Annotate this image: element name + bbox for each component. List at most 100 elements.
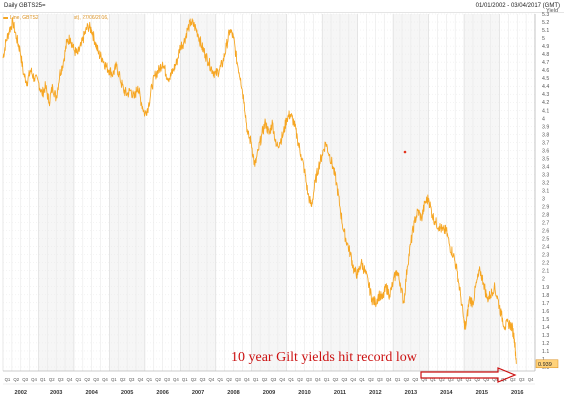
quarter-tick-label: Q4 [67, 377, 73, 382]
quarter-tick-label: Q1 [359, 377, 365, 382]
y-tick-label: 4 [542, 116, 545, 122]
quarter-tick-label: Q4 [457, 377, 463, 382]
quarter-tick-label: Q1 [430, 377, 436, 382]
quarter-tick-label: Q4 [528, 377, 534, 382]
year-tick-label: 2012 [369, 390, 381, 396]
year-tick-label: 2016 [511, 390, 523, 396]
y-tick-label: 2.3 [542, 253, 549, 259]
quarter-tick-label: Q3 [341, 377, 347, 382]
quarter-tick-label: Q1 [217, 377, 223, 382]
quarter-tick-label: Q1 [288, 377, 294, 382]
quarter-tick-label: Q1 [466, 377, 472, 382]
y-tick-label: 2.6 [542, 229, 549, 235]
year-tick-label: 2008 [227, 390, 239, 396]
y-tick-label: 2.2 [542, 261, 549, 267]
quarter-tick-label: Q2 [368, 377, 374, 382]
year-tick-label: 2015 [476, 390, 488, 396]
quarter-tick-label: Q4 [102, 377, 108, 382]
year-tick-label: 2009 [263, 390, 275, 396]
quarter-tick-label: Q1 [395, 377, 401, 382]
quarter-tick-label: Q1 [253, 377, 259, 382]
quarter-tick-label: Q4 [31, 377, 37, 382]
quarter-tick-label: Q2 [226, 377, 232, 382]
y-tick-label: 4.4 [542, 84, 549, 90]
last-value-badge [535, 359, 559, 369]
year-tick-label: 2011 [334, 390, 346, 396]
last-value-label: 0.939 [538, 362, 552, 368]
y-tick-label: 1.5 [542, 317, 549, 323]
quarter-tick-label: Q4 [421, 377, 427, 382]
y-tick-label: 2.8 [542, 213, 549, 219]
date-range: 01/01/2002 - 03/04/2017 (GMT) [475, 3, 560, 9]
y-tick-label: 4.5 [542, 76, 549, 82]
year-tick-label: 2010 [298, 390, 310, 396]
quarter-tick-label: Q3 [483, 377, 489, 382]
y-tick-label: 3.2 [542, 180, 549, 186]
quarter-tick-label: Q2 [474, 377, 480, 382]
quarter-tick-label: Q2 [439, 377, 445, 382]
quarter-tick-label: Q3 [412, 377, 418, 382]
y-tick-label: 4.7 [542, 60, 549, 66]
y-tick-label: 2.7 [542, 221, 549, 227]
y-tick-label: 2.5 [542, 237, 549, 243]
quarter-tick-label: Q2 [510, 377, 516, 382]
y-tick-label: 4.9 [542, 44, 549, 50]
y-tick-label: 3.4 [542, 164, 549, 170]
quarter-tick-label: Q3 [235, 377, 241, 382]
marker-dot [403, 150, 407, 154]
year-tick-label: 2004 [85, 390, 98, 396]
quarter-tick-label: Q3 [58, 377, 64, 382]
y-tick-label: 1.3 [542, 333, 549, 339]
chart-title: Daily GBTS25= [4, 3, 46, 9]
quarter-tick-label: Q4 [350, 377, 356, 382]
quarter-tick-label: Q2 [155, 377, 161, 382]
y-tick-label: 2.9 [542, 205, 549, 211]
quarter-tick-label: Q3 [22, 377, 28, 382]
quarter-tick-label: Q2 [333, 377, 339, 382]
y-tick-label: 2.4 [542, 245, 549, 251]
quarter-tick-label: Q3 [519, 377, 525, 382]
quarter-tick-label: Q4 [492, 377, 498, 382]
quarter-tick-label: Q2 [262, 377, 268, 382]
y-tick-label: 1.6 [542, 309, 549, 315]
quarter-tick-label: Q3 [271, 377, 277, 382]
quarter-tick-label: Q3 [448, 377, 454, 382]
y-tick-label: 1.1 [542, 349, 549, 355]
quarter-tick-label: Q1 [111, 377, 117, 382]
y-tick-label: 5.1 [542, 28, 549, 34]
year-tick-label: 2002 [15, 390, 27, 396]
quarter-tick-label: Q3 [377, 377, 383, 382]
quarter-tick-label: Q3 [200, 377, 206, 382]
chart-header: Daily GBTS25= 01/01/2002 - 03/04/2017 (G… [0, 0, 564, 13]
y-tick-label: 3.9 [542, 124, 549, 130]
y-tick-label: 1.9 [542, 285, 549, 291]
year-tick-label: 2005 [121, 390, 133, 396]
quarter-tick-label: Q2 [191, 377, 197, 382]
y-tick-label: 5.3 [542, 12, 549, 18]
y-tick-label: 3.6 [542, 148, 549, 154]
quarter-tick-label: Q2 [84, 377, 90, 382]
y-tick-label: 4.1 [542, 108, 549, 114]
y-tick-label: 5.2 [542, 20, 549, 26]
y-tick-label: 1.8 [542, 293, 549, 299]
quarter-tick-label: Q3 [306, 377, 312, 382]
y-tick-label: 3.5 [542, 156, 549, 162]
quarter-tick-label: Q1 [146, 377, 152, 382]
y-tick-label: 4.6 [542, 68, 549, 74]
year-tick-label: 2006 [156, 390, 168, 396]
year-tick-label: 2007 [192, 390, 204, 396]
y-tick-label: 3.8 [542, 132, 549, 138]
record-low-arrow [420, 367, 517, 383]
y-tick-label: 3.1 [542, 188, 549, 194]
quarter-tick-label: Q4 [208, 377, 214, 382]
year-tick-label: 2013 [405, 390, 417, 396]
y-tick-label: 2.1 [542, 269, 549, 275]
quarter-tick-label: Q1 [324, 377, 330, 382]
y-axis-label: Yield [546, 8, 558, 14]
legend-swatch [3, 17, 8, 19]
quarter-tick-label: Q3 [164, 377, 170, 382]
quarter-tick-label: Q2 [13, 377, 19, 382]
y-tick-label: 2 [542, 277, 545, 283]
quarter-tick-label: Q1 [182, 377, 188, 382]
record-low-annotation: 10 year Gilt yields hit record low [231, 350, 417, 365]
